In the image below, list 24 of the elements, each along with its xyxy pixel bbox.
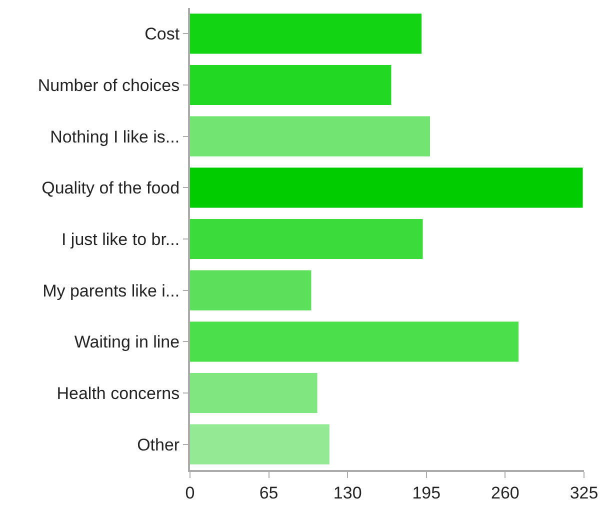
x-tick-label: 260 bbox=[491, 483, 520, 502]
y-tick-label: Health concerns bbox=[56, 384, 180, 403]
x-tick-label: 325 bbox=[570, 483, 598, 502]
y-tick-label: I just like to br... bbox=[61, 230, 180, 249]
bar bbox=[190, 372, 318, 414]
bar bbox=[190, 218, 423, 260]
x-tick-label: 195 bbox=[412, 483, 441, 502]
bar bbox=[190, 14, 422, 54]
x-tick-label: 130 bbox=[333, 483, 362, 502]
bar bbox=[190, 168, 583, 208]
bar bbox=[190, 424, 330, 464]
bar bbox=[190, 116, 430, 156]
bar bbox=[190, 270, 312, 310]
y-tick-label: Number of choices bbox=[38, 76, 180, 95]
y-tick-label: Quality of the food bbox=[42, 178, 180, 198]
y-tick-label: Nothing I like is... bbox=[50, 127, 180, 146]
x-tick-label: 0 bbox=[185, 483, 195, 502]
bar bbox=[190, 64, 392, 106]
y-tick-label: My parents like i... bbox=[42, 281, 180, 300]
y-tick-label: Cost bbox=[144, 24, 180, 44]
y-tick-label: Other bbox=[137, 435, 180, 454]
y-tick-label: Waiting in line bbox=[74, 332, 180, 352]
bar bbox=[190, 322, 519, 362]
x-tick-label: 65 bbox=[259, 483, 278, 502]
